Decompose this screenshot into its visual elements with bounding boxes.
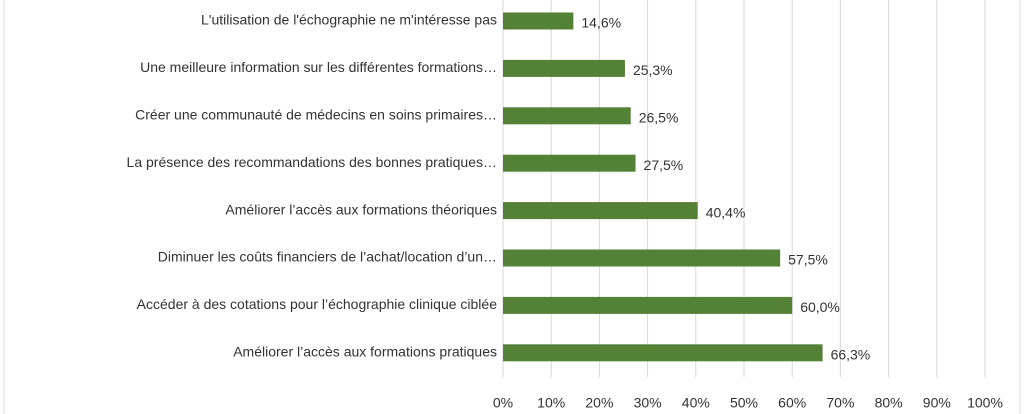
y-tick-label: Améliorer l’accès aux formations théoriq… [225,201,497,217]
y-tick-label: L'utilisation de l'échographie ne m'inté… [201,12,497,28]
x-tick-label: 100% [967,395,1003,411]
value-label: 27,5% [644,157,684,173]
bar [503,107,631,125]
value-label: 60,0% [800,299,840,315]
y-tick-label: Une meilleure information sur les différ… [140,59,497,75]
x-tick-label: 60% [778,395,806,411]
y-tick-label: Accéder à des cotations pour l’échograph… [137,296,498,312]
bar [503,154,636,172]
x-tick-label: 90% [923,395,951,411]
bar [503,296,793,314]
x-tick-label: 50% [730,395,758,411]
x-tick-label: 20% [585,395,613,411]
value-label: 26,5% [639,110,679,126]
bar [503,344,823,362]
bar [503,59,625,77]
value-label: 25,3% [633,62,673,78]
value-label: 66,3% [831,347,871,363]
value-label: 14,6% [581,15,621,31]
bar [503,202,698,220]
bar [503,249,781,267]
x-tick-label: 80% [875,395,903,411]
y-tick-label: Diminuer les coûts financiers de l’achat… [158,249,497,265]
x-tick-label: 30% [634,395,662,411]
x-tick-label: 40% [682,395,710,411]
y-tick-label: Créer une communauté de médecins en soin… [135,107,497,123]
x-tick-label: 0% [493,395,513,411]
value-label: 57,5% [788,252,828,268]
chart-frame [3,0,1021,414]
bar [503,12,574,30]
y-tick-label: La présence des recommandations des bonn… [127,154,497,170]
value-label: 40,4% [706,204,746,220]
x-tick-label: 10% [537,395,565,411]
y-tick-label: Améliorer l’accès aux formations pratiqu… [233,344,497,360]
x-tick-label: 70% [826,395,854,411]
